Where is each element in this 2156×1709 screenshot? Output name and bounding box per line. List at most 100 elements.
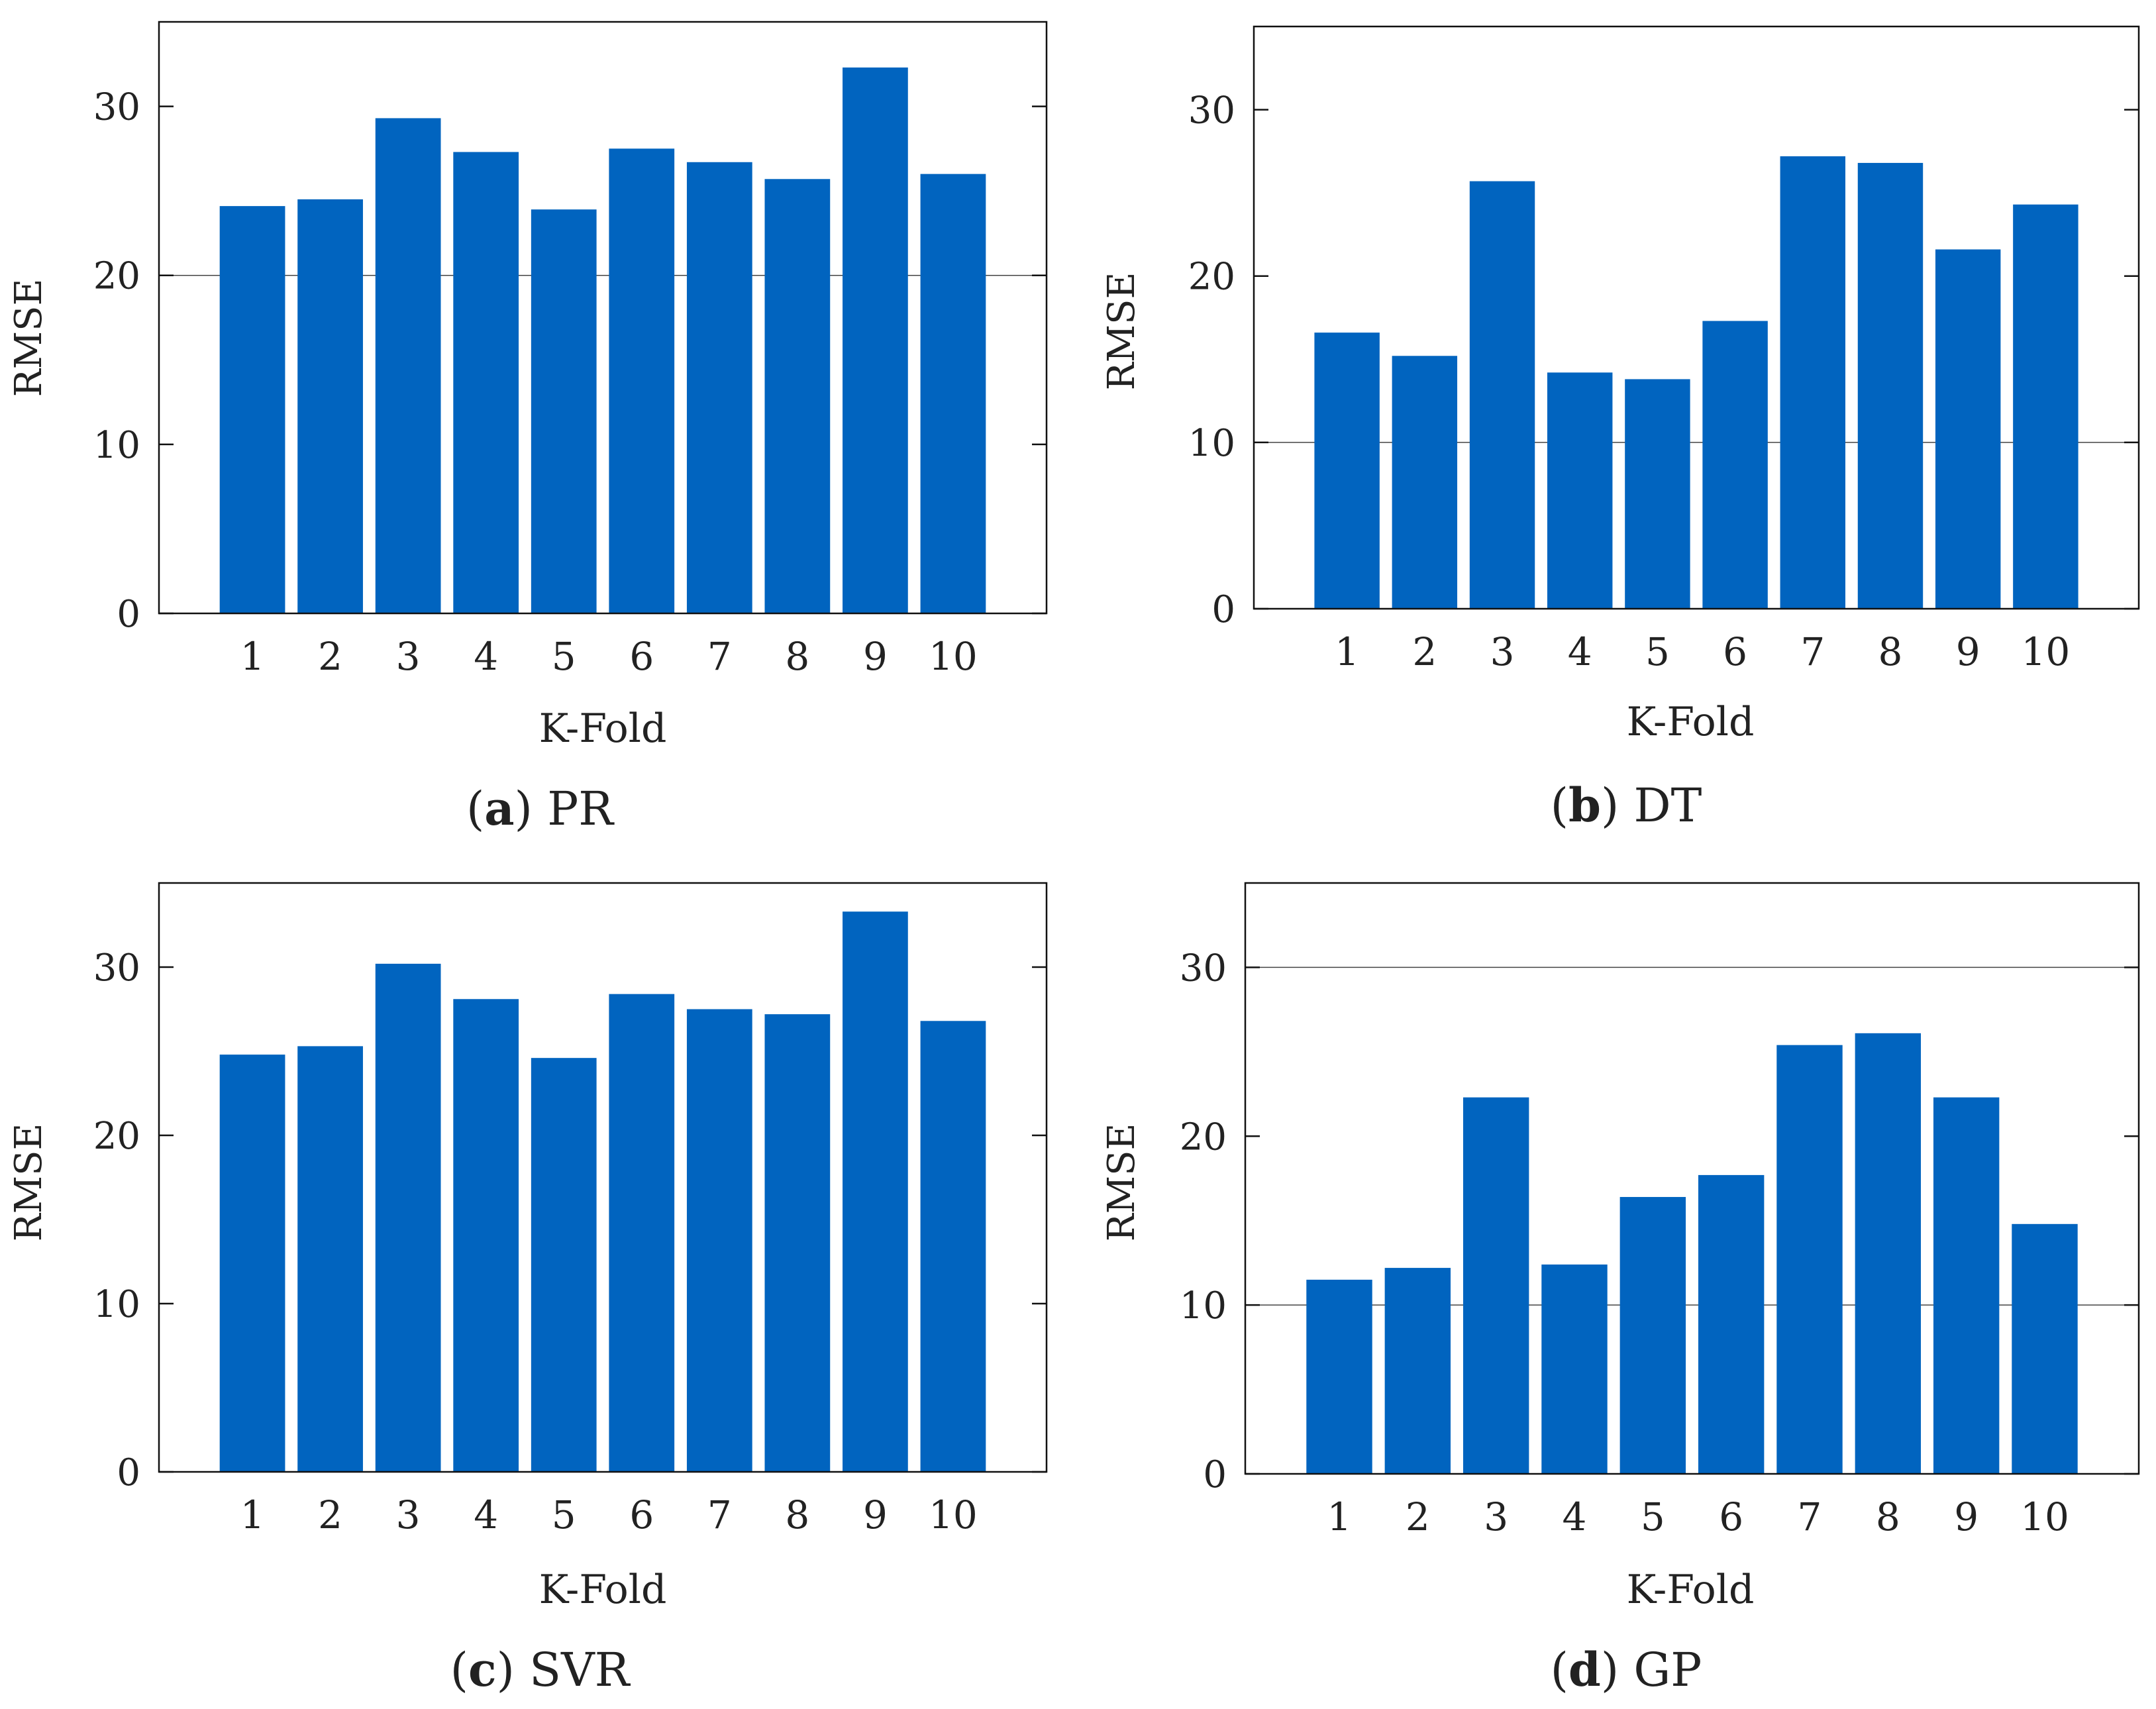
x-tick-label: 2 <box>318 634 342 679</box>
y-tick-label: 30 <box>93 86 140 129</box>
chart-panel-pr: RMSE K-Fold (a) PR 0 10 20 30 1 2 3 4 5 6 7 8 9 10 <box>7 21 1048 836</box>
bar-fold-7 <box>1776 1045 1843 1474</box>
x-tick-label: 5 <box>1645 629 1670 674</box>
y-tick-label: 0 <box>1211 588 1235 631</box>
x-tick-label: 1 <box>1335 629 1359 674</box>
bar-fold-7 <box>686 162 752 614</box>
bar-fold-6 <box>1702 321 1768 609</box>
bar-fold-6 <box>609 994 675 1472</box>
plot-frame <box>1244 882 2140 1475</box>
plot-frame <box>1253 25 2140 610</box>
x-tick-label: 6 <box>1719 1494 1743 1539</box>
bar-fold-10 <box>2013 204 2079 609</box>
x-tick-label: 9 <box>1956 629 1980 674</box>
bar-fold-4 <box>1547 372 1613 609</box>
bar-fold-2 <box>297 199 363 613</box>
x-tick-label: 7 <box>1798 1494 1822 1539</box>
bar-fold-8 <box>1855 1033 1922 1474</box>
x-tick-label: 7 <box>707 1492 732 1537</box>
x-tick-label: 5 <box>1641 1494 1665 1539</box>
y-tick-label: 10 <box>1180 1284 1227 1327</box>
y-axis-label: RMSE <box>7 1123 50 1242</box>
y-tick-label: 20 <box>93 255 140 298</box>
x-tick-label: 4 <box>474 634 498 679</box>
y-tick-label: 0 <box>117 1451 140 1494</box>
x-tick-label: 2 <box>1406 1494 1430 1539</box>
x-tick-label: 5 <box>552 634 576 679</box>
x-tick-label: 9 <box>1954 1494 1978 1539</box>
x-tick-label: 10 <box>929 1492 978 1537</box>
y-axis-label: RMSE <box>7 279 50 397</box>
x-tick-label: 1 <box>1327 1494 1352 1539</box>
y-tick-label: 30 <box>1180 947 1227 990</box>
bar-fold-7 <box>1780 156 1846 609</box>
bar-fold-2 <box>297 1046 363 1472</box>
panel-caption-title: GP <box>1633 1643 1702 1697</box>
panel-caption-title: PR <box>547 782 615 836</box>
x-tick-label: 4 <box>474 1492 498 1537</box>
x-axis-label: K-Fold <box>539 1567 667 1613</box>
y-tick-label: 30 <box>1188 89 1235 132</box>
x-tick-label: 8 <box>1878 629 1903 674</box>
y-tick-label: 10 <box>1188 422 1235 465</box>
bar-fold-1 <box>219 1055 285 1472</box>
chart-panel-dt: RMSE K-Fold (b) DT 0 10 20 30 1 2 3 4 5 6 7 8 9 10 <box>1100 25 2140 833</box>
x-axis-label: K-Fold <box>539 705 667 752</box>
x-tick-label: 9 <box>863 1492 888 1537</box>
bar-fold-10 <box>920 174 986 614</box>
bar-fold-9 <box>843 67 908 614</box>
x-tick-label: 10 <box>929 634 978 679</box>
y-tick-label: 20 <box>1188 256 1235 299</box>
bar-fold-1 <box>1314 333 1380 609</box>
x-tick-label: 2 <box>1412 629 1437 674</box>
bar-fold-4 <box>453 152 519 613</box>
y-tick-label: 20 <box>1180 1115 1227 1159</box>
x-tick-label: 4 <box>1568 629 1592 674</box>
y-axis-label: RMSE <box>1100 272 1143 391</box>
panel-caption: (a) PR <box>466 781 615 836</box>
x-tick-label: 6 <box>1723 629 1747 674</box>
x-tick-label: 6 <box>629 634 654 679</box>
bar-fold-2 <box>1384 1268 1451 1474</box>
x-tick-label: 3 <box>396 634 421 679</box>
bar-fold-5 <box>1625 379 1690 609</box>
bar-fold-4 <box>453 999 519 1472</box>
bar-fold-3 <box>375 963 441 1472</box>
x-tick-label: 7 <box>1800 629 1825 674</box>
x-tick-label: 5 <box>552 1492 576 1537</box>
x-tick-label: 1 <box>240 634 265 679</box>
bar-fold-5 <box>531 1058 597 1472</box>
x-tick-label: 10 <box>2021 629 2070 674</box>
panel-caption-letter: b <box>1568 778 1601 833</box>
x-tick-label: 1 <box>240 1492 265 1537</box>
x-axis-label: K-Fold <box>1627 699 1755 745</box>
x-tick-label: 8 <box>785 1492 809 1537</box>
bar-fold-2 <box>1392 356 1458 609</box>
bar-fold-8 <box>1857 162 1924 609</box>
bar-fold-6 <box>609 148 675 613</box>
x-tick-label: 7 <box>707 634 732 679</box>
y-tick-label: 10 <box>93 424 140 467</box>
x-tick-label: 10 <box>2020 1494 2069 1539</box>
plot-frame <box>158 882 1048 1473</box>
x-tick-label: 3 <box>396 1492 421 1537</box>
bar-fold-9 <box>1935 249 2001 609</box>
panel-caption-letter: c <box>468 1642 497 1697</box>
x-tick-label: 9 <box>863 634 888 679</box>
panel-caption: (d) GP <box>1551 1642 1702 1697</box>
bar-fold-9 <box>1933 1097 2000 1474</box>
x-tick-label: 4 <box>1563 1494 1587 1539</box>
y-tick-label: 0 <box>117 593 140 636</box>
bar-fold-5 <box>531 209 597 613</box>
plot-frame <box>158 21 1048 615</box>
bar-fold-1 <box>219 206 285 613</box>
bar-fold-9 <box>843 911 908 1472</box>
x-tick-label: 3 <box>1484 1494 1508 1539</box>
panel-caption-letter: d <box>1568 1642 1601 1697</box>
y-tick-label: 0 <box>1203 1453 1227 1496</box>
chart-panel-svr: RMSE K-Fold (c) SVR 0 10 20 30 1 2 3 4 5 6 7 8 9 10 <box>7 882 1048 1697</box>
y-axis-label: RMSE <box>1100 1123 1143 1242</box>
panel-caption: (c) SVR <box>450 1642 631 1697</box>
bar-fold-6 <box>1698 1174 1765 1474</box>
bar-fold-3 <box>375 118 441 614</box>
